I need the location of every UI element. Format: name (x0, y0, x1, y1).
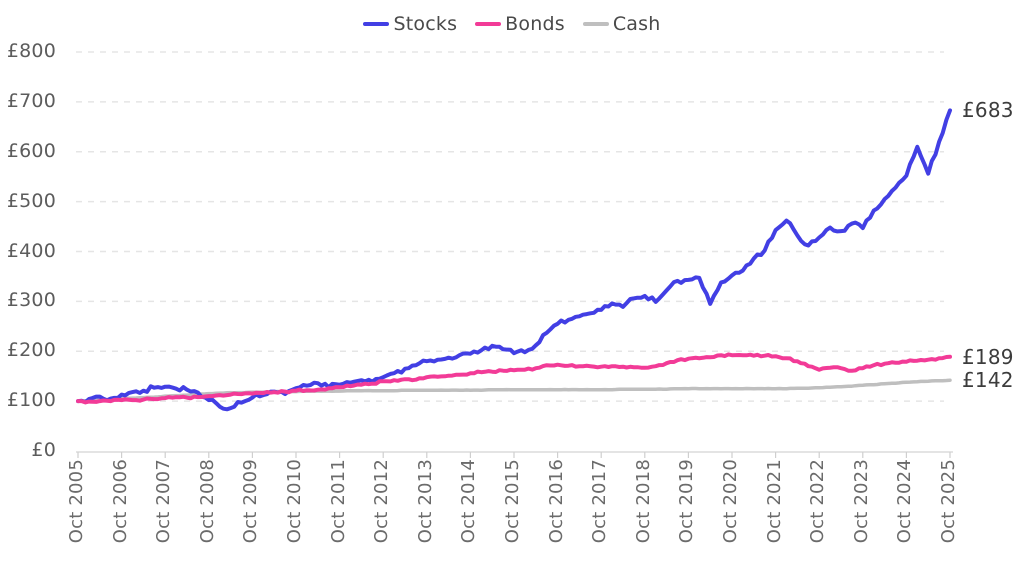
y-axis-label-0: £0 (31, 439, 56, 461)
x-axis-label-oct-2009: Oct 2009 (240, 459, 262, 544)
y-axis-label-100: £100 (6, 389, 56, 412)
x-axis-label-oct-2018: Oct 2018 (632, 459, 654, 544)
end-label-cash: £142 (962, 368, 1014, 393)
x-axis-label-oct-2016: Oct 2016 (545, 459, 567, 544)
y-axis-label-600: £600 (6, 139, 56, 162)
y-axis-label-200: £200 (6, 339, 56, 362)
x-axis-label-oct-2010: Oct 2010 (284, 459, 305, 544)
series-line-cash (76, 378, 952, 403)
x-axis-label-oct-2012: Oct 2012 (371, 459, 393, 544)
x-axis-label-oct-2008: Oct 2008 (196, 459, 218, 544)
x-axis-label-oct-2007: Oct 2007 (153, 459, 175, 544)
legend-label-bonds: Bonds (505, 13, 565, 35)
y-axis-label-800: £800 (6, 40, 56, 62)
x-axis-label-oct-2022: Oct 2022 (807, 459, 829, 544)
end-label-bonds: £189 (962, 344, 1014, 369)
series-line-stocks (76, 108, 952, 412)
x-axis-label-oct-2024: Oct 2024 (894, 459, 916, 544)
legend-item-cash[interactable]: Cash (582, 13, 661, 35)
y-axis-label-400: £400 (6, 239, 56, 262)
x-axis-label-oct-2017: Oct 2017 (589, 459, 611, 544)
x-axis-label-oct-2015: Oct 2015 (502, 459, 523, 544)
x-axis-label-oct-2013: Oct 2013 (414, 459, 436, 544)
legend-swatch-stocks (363, 22, 390, 26)
x-axis-label-oct-2023: Oct 2023 (850, 459, 872, 544)
x-axis-label-oct-2014: Oct 2014 (458, 459, 480, 544)
x-axis-label-oct-2019: Oct 2019 (676, 459, 698, 544)
legend-item-stocks[interactable]: Stocks (363, 13, 457, 35)
legend-swatch-bonds (475, 22, 502, 26)
series-line-bonds (76, 352, 952, 405)
chart-legend: Stocks Bonds Cash (0, 13, 1024, 35)
x-axis-label-oct-2006: Oct 2006 (109, 459, 131, 544)
x-axis-label-oct-2005: Oct 2005 (66, 459, 87, 544)
y-axis-label-300: £300 (6, 289, 56, 312)
x-axis-label-oct-2020: Oct 2020 (720, 459, 741, 544)
end-label-stocks: £683 (962, 98, 1014, 123)
legend-swatch-cash (582, 22, 609, 26)
legend-label-cash: Cash (612, 13, 661, 35)
y-axis-label-500: £500 (6, 189, 56, 212)
x-axis-label-oct-2025: Oct 2025 (938, 459, 959, 544)
legend-label-stocks: Stocks (393, 13, 458, 35)
x-axis-label-oct-2021: Oct 2021 (763, 459, 785, 544)
x-axis-label-oct-2011: Oct 2011 (327, 459, 349, 544)
legend-item-bonds[interactable]: Bonds (475, 13, 565, 35)
y-axis-label-700: £700 (6, 89, 56, 112)
